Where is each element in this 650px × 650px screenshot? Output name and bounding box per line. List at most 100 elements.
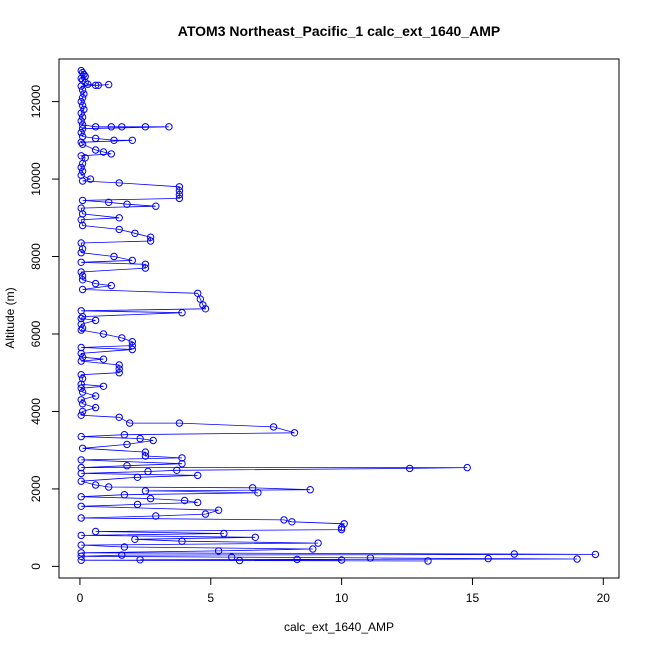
data-point — [136, 556, 144, 564]
data-point — [78, 312, 87, 321]
data-point — [128, 341, 137, 350]
data-point — [141, 487, 150, 495]
y-tick-label: 6000 — [29, 320, 43, 347]
data-point — [77, 493, 85, 501]
data-point — [337, 556, 346, 564]
data-point — [126, 419, 134, 427]
data-point — [77, 109, 85, 117]
y-axis-label: Altitude (m) — [3, 287, 17, 348]
data-point — [115, 369, 123, 377]
data-point — [131, 229, 139, 238]
data-point — [78, 167, 87, 176]
data-point — [115, 214, 123, 222]
data-point — [235, 556, 244, 565]
data-point — [141, 264, 150, 272]
data-point — [77, 552, 85, 560]
data-point — [128, 136, 137, 145]
data-point — [293, 555, 301, 564]
data-point — [306, 486, 314, 494]
data-point — [115, 179, 123, 187]
data-point — [173, 466, 181, 474]
data-point — [86, 175, 95, 183]
data-point — [77, 128, 85, 137]
data-point — [77, 396, 85, 404]
data-point — [144, 467, 152, 476]
data-point — [220, 529, 228, 538]
data-point — [77, 349, 85, 358]
data-point — [77, 314, 85, 323]
data-point — [269, 423, 278, 431]
x-tick-label: 10 — [335, 591, 349, 605]
data-point — [91, 316, 100, 325]
data-point — [78, 324, 87, 332]
chart-title: ATOM3 Northeast_Pacific_1 calc_ext_1640_… — [178, 23, 500, 39]
data-point — [78, 353, 87, 361]
x-tick-label: 15 — [466, 591, 480, 605]
data-point — [178, 454, 186, 462]
data-point — [77, 258, 85, 266]
data-point — [78, 101, 87, 110]
data-point — [280, 516, 288, 524]
data-point — [573, 555, 581, 563]
data-point — [77, 82, 85, 90]
data-point — [123, 200, 131, 208]
data-point — [78, 400, 87, 408]
data-point — [165, 123, 173, 131]
data-point — [120, 431, 129, 439]
y-tick-label: 12000 — [29, 85, 43, 119]
data-point — [175, 187, 184, 195]
data-point — [78, 121, 87, 129]
data-point — [175, 419, 184, 427]
data-point — [77, 138, 85, 147]
data-point — [78, 196, 87, 205]
x-tick-label: 0 — [77, 591, 84, 605]
series-layer — [77, 66, 600, 565]
data-point — [120, 491, 129, 499]
data-point — [77, 97, 85, 106]
data-point — [78, 86, 87, 94]
data-point — [178, 537, 186, 545]
data-point — [201, 305, 210, 313]
data-point — [254, 489, 262, 497]
data-point — [424, 557, 432, 565]
y-axis: 0 2000 4000 6000 8000 10000 12000 — [29, 85, 60, 570]
data-point — [180, 496, 189, 505]
data-point — [91, 392, 100, 400]
data-point — [149, 436, 157, 445]
data-point — [78, 221, 87, 230]
data-point — [99, 148, 108, 156]
data-point — [123, 462, 131, 470]
data-point — [118, 551, 126, 559]
data-point — [91, 279, 100, 288]
data-point — [107, 281, 116, 290]
data-point — [337, 523, 346, 532]
data-point — [78, 177, 87, 185]
data-point — [78, 388, 87, 396]
data-point — [309, 545, 317, 553]
data-point — [78, 444, 87, 452]
data-point — [199, 301, 207, 309]
data-point — [99, 355, 108, 363]
data-point — [77, 326, 85, 334]
data-point — [115, 225, 123, 234]
data-point — [78, 272, 87, 280]
data-point — [77, 117, 85, 125]
data-point — [81, 72, 89, 81]
data-point — [78, 140, 87, 148]
data-point — [141, 260, 150, 268]
data-point — [105, 198, 113, 207]
data-point — [178, 309, 186, 317]
data-point — [78, 125, 87, 133]
y-tick-label: 4000 — [29, 398, 43, 425]
data-point — [248, 484, 257, 492]
data-point — [115, 365, 123, 373]
data-point — [91, 123, 100, 131]
data-point — [77, 549, 85, 557]
data-point — [77, 531, 85, 540]
data-point — [228, 553, 236, 561]
data-point — [91, 403, 100, 412]
data-point — [77, 152, 85, 160]
data-point — [366, 554, 375, 562]
